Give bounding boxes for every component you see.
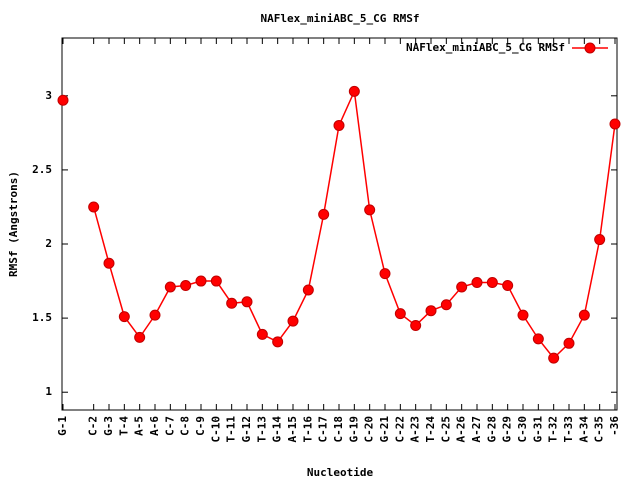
data-point	[210, 275, 222, 287]
x-tick-label: A-6	[148, 416, 161, 436]
data-point	[256, 328, 268, 340]
data-point	[333, 119, 345, 131]
x-tick-label: G-1	[56, 416, 69, 436]
data-point	[563, 337, 575, 349]
x-tick-label: A-26	[455, 416, 468, 443]
legend-marker	[584, 42, 596, 54]
y-tick-label: 3	[45, 89, 52, 102]
x-tick-label: G-29	[501, 416, 514, 443]
x-tick-label: G-21	[378, 416, 391, 443]
x-tick-label: T-32	[547, 416, 560, 443]
x-tick-label: A-23	[409, 416, 422, 443]
y-tick-label: 2	[45, 237, 52, 250]
x-tick-label: G-28	[485, 416, 498, 443]
x-tick-label: C-35	[593, 416, 606, 443]
x-tick-label: G-31	[531, 416, 544, 443]
y-tick-label: 1.5	[32, 311, 52, 324]
data-point	[302, 284, 314, 296]
x-tick-label: C-2	[87, 416, 100, 436]
data-point	[425, 305, 437, 317]
data-line	[92, 88, 616, 360]
plot-frame	[61, 37, 618, 411]
x-tick-label: C-22	[393, 416, 406, 443]
data-point	[364, 204, 376, 216]
data-point	[180, 280, 192, 292]
data-point	[118, 311, 130, 323]
x-tick-label: G-3	[102, 416, 115, 436]
data-point	[88, 201, 100, 213]
data-point	[410, 320, 422, 332]
x-tick-label: G-12	[240, 416, 253, 443]
x-tick-label: A-34	[577, 416, 590, 443]
x-tick-label: C-17	[317, 416, 330, 443]
x-tick-label: T-24	[424, 416, 437, 443]
data-point	[103, 257, 115, 269]
x-tick-label: C-30	[516, 416, 529, 443]
chart-title: NAFlex_miniABC_5_CG RMSf	[261, 12, 420, 25]
data-point	[379, 268, 391, 280]
x-tick-label: C-8	[179, 416, 192, 436]
data-point	[456, 281, 468, 293]
x-tick-label: T-33	[562, 416, 575, 443]
data-point	[164, 281, 176, 293]
data-point	[578, 309, 590, 321]
x-tick-label: T-11	[225, 416, 238, 443]
data-point	[440, 299, 452, 311]
data-point	[594, 234, 606, 246]
x-tick-label: C-9	[194, 416, 207, 436]
data-point	[348, 85, 360, 97]
data-point	[609, 118, 621, 130]
y-tick-label: 2.5	[32, 163, 52, 176]
x-tick-label: G-14	[271, 416, 284, 443]
y-axis-label: RMSf (Angstrons)	[7, 171, 20, 277]
data-point	[517, 309, 529, 321]
data-point	[241, 296, 253, 308]
data-point	[471, 277, 483, 289]
x-tick-label: C-20	[363, 416, 376, 443]
data-point	[318, 208, 330, 220]
x-tick-label: C-10	[209, 416, 222, 443]
data-point	[149, 309, 161, 321]
data-point	[394, 308, 406, 320]
y-tick-label: 1	[45, 385, 52, 398]
data-point	[272, 336, 284, 348]
x-tick-label: T-4	[117, 416, 130, 436]
x-tick-label: A-15	[286, 416, 299, 443]
data-point	[548, 352, 560, 364]
data-point	[57, 94, 69, 106]
x-tick-label: T-13	[255, 416, 268, 443]
x-tick-label: C-7	[163, 416, 176, 436]
data-point	[502, 280, 514, 292]
x-tick-label: A-27	[470, 416, 483, 443]
x-tick-label: A-5	[133, 416, 146, 436]
data-point	[532, 333, 544, 345]
data-point	[195, 275, 207, 287]
x-tick-label: T-16	[301, 416, 314, 443]
x-tick-label: C-18	[332, 416, 345, 443]
data-point	[226, 297, 238, 309]
data-point	[134, 331, 146, 343]
x-tick-label: -36	[608, 416, 621, 436]
x-axis-label: Nucleotide	[307, 466, 374, 479]
x-tick-label: G-19	[347, 416, 360, 443]
data-point	[287, 315, 299, 327]
data-point	[486, 277, 498, 289]
x-tick-label: C-25	[439, 416, 452, 443]
legend-label: NAFlex_miniABC_5_CG RMSf	[406, 41, 565, 54]
